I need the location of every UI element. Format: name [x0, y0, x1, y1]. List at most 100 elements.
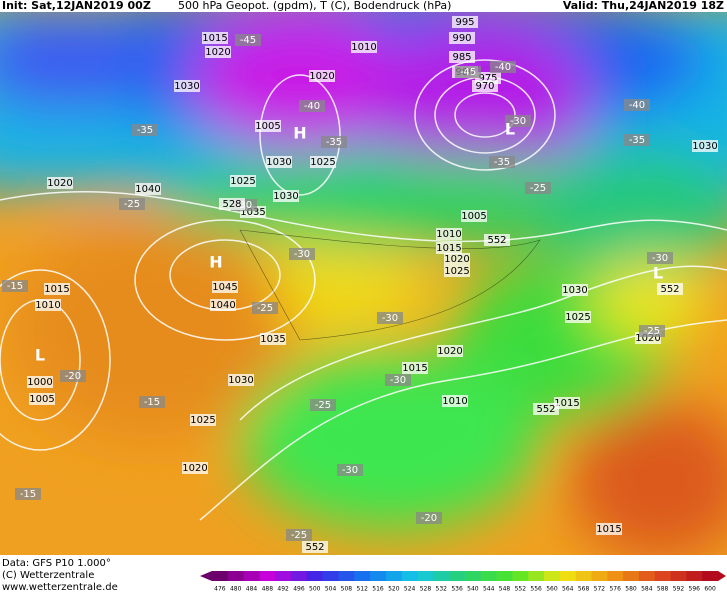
isotherm-label-box — [289, 248, 315, 260]
isotherm-label-box — [455, 66, 481, 78]
isotherm-label-box — [252, 302, 278, 314]
isobar-label: 1015 — [44, 284, 69, 295]
isotherm-label: -15 — [20, 489, 36, 500]
geopotential-label-box — [219, 198, 245, 210]
isobar-label-box — [255, 120, 281, 132]
colorbar-cell — [670, 571, 687, 581]
isotherm-label: -30 — [342, 465, 358, 476]
colorbar-cell — [212, 571, 229, 581]
colorbar-cell — [259, 571, 276, 581]
isotherm-label-box — [489, 156, 515, 168]
colorbar-cell — [306, 571, 324, 581]
isobar-label-box — [444, 253, 470, 265]
isotherm-label-box — [624, 99, 650, 111]
isotherm-label: -45 — [460, 67, 476, 78]
colorbar-label: 484 — [246, 586, 258, 593]
isotherm-label-box — [321, 136, 347, 148]
isobar-label: 1025 — [310, 157, 335, 168]
isotherm-label-box — [286, 529, 312, 541]
isotherm-label-box — [416, 512, 442, 524]
isobar-label: 1005 — [255, 121, 280, 132]
map-field — [0, 12, 727, 555]
isobar-label: 1020 — [437, 346, 462, 357]
colorbar-label: 584 — [641, 586, 653, 593]
pressure-center: L — [505, 120, 515, 139]
colorbar-cell — [607, 571, 624, 581]
colorbar-cell — [544, 571, 561, 581]
pressure-center: L — [35, 346, 45, 365]
isobar-label: 1025 — [565, 312, 590, 323]
isobar-label-box — [273, 190, 299, 202]
colorbar-label: 504 — [325, 586, 337, 593]
colorbar-label: 540 — [467, 586, 479, 593]
colorbar-cell — [559, 571, 577, 581]
colorbar-label: 560 — [546, 586, 558, 593]
isobar-label: 1015 — [554, 398, 579, 409]
isotherm-label-box — [310, 399, 336, 411]
init-time: Init: Sat,12JAN2019 00Z — [2, 0, 151, 12]
isobar-label: 1015 — [596, 524, 621, 535]
isobar-label: 1010 — [442, 396, 467, 407]
colorbar-label: 500 — [309, 586, 321, 593]
colorbar-label: 532 — [436, 586, 448, 593]
isobar-label-box — [29, 393, 55, 405]
isotherm-label-box — [299, 100, 325, 112]
isobar-label-box — [351, 41, 377, 53]
isobar-label: 1030 — [562, 285, 587, 296]
isotherm-label: -35 — [326, 137, 342, 148]
isobar-label-box — [436, 228, 462, 240]
isobar-label: 1020 — [309, 71, 334, 82]
colorbar-cell — [433, 571, 450, 581]
colorbar-label: 580 — [625, 586, 637, 593]
colorbar-label: 492 — [277, 586, 289, 593]
isobar-label-box — [260, 333, 286, 345]
isotherm-label-box — [525, 182, 551, 194]
colorbar-label: 512 — [356, 586, 368, 593]
isobar-label-box — [27, 376, 53, 388]
isobar-label: 1020 — [182, 463, 207, 474]
colorbar-label: 496 — [293, 586, 305, 593]
isotherm-label-box — [15, 488, 41, 500]
isobar-label: 1000 — [27, 377, 52, 388]
colorbar-cell — [354, 571, 371, 581]
isobar-label: 1015 — [202, 33, 227, 44]
isobar-label-box — [309, 70, 335, 82]
isobar-label-box — [135, 183, 161, 195]
colorbar-cell — [654, 571, 672, 581]
colorbar-label: 480 — [230, 586, 242, 593]
isobar-label: 990 — [452, 33, 471, 44]
colorbar-cell — [528, 571, 545, 581]
isobar-label-box — [210, 299, 236, 311]
colorbar-cell — [275, 571, 292, 581]
pressure-center: H — [293, 124, 306, 143]
isobar-label-box — [266, 156, 292, 168]
isobar-label: 1040 — [210, 300, 235, 311]
isotherm-label: -25 — [124, 199, 140, 210]
isobar-label: 1010 — [351, 42, 376, 53]
colorbar-label: 548 — [499, 586, 511, 593]
isotherm-label-box — [132, 124, 158, 136]
isobar-label-box — [190, 414, 216, 426]
isobar-label-box — [472, 80, 498, 92]
isotherm-label-box — [2, 280, 28, 292]
isobar-label-box — [442, 395, 468, 407]
colorbar-cell — [322, 571, 339, 581]
isotherm-label-box — [337, 464, 363, 476]
colorbar-arrow-right — [718, 571, 726, 581]
colorbar-label: 476 — [214, 586, 226, 593]
isobar-label-box — [437, 345, 463, 357]
isobar-label: 1025 — [190, 415, 215, 426]
colorbar-label: 576 — [609, 586, 621, 593]
isobar-label: 1030 — [692, 141, 717, 152]
isotherm-label-box — [377, 312, 403, 324]
isobar-label: 1035 — [260, 334, 285, 345]
isotherm-label: -35 — [137, 125, 153, 136]
isobar-label-box — [461, 210, 487, 222]
colorbar-cell — [465, 571, 482, 581]
isobar-label-box — [402, 362, 428, 374]
colorbar-label: 520 — [388, 586, 400, 593]
isobar-label-box — [230, 175, 256, 187]
copyright: (C) Wetterzentrale — [2, 570, 94, 581]
isobar-label-box — [182, 462, 208, 474]
